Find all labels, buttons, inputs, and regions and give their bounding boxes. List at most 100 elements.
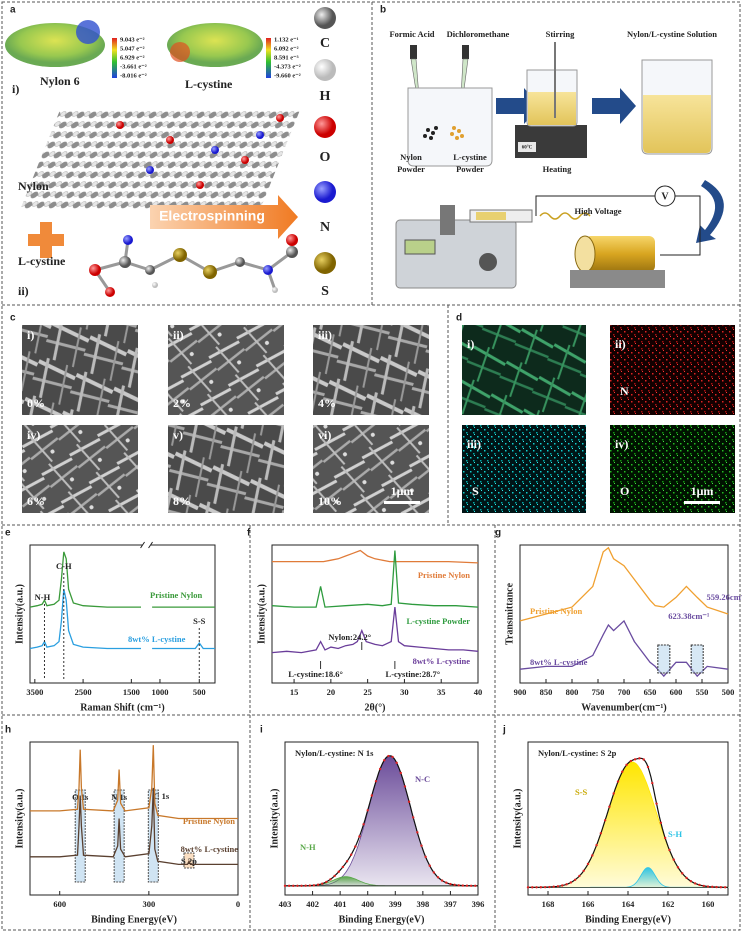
element-label: S — [321, 284, 329, 299]
data-point — [659, 821, 663, 824]
data-point — [539, 886, 543, 889]
step-label: Dichloromethane — [447, 29, 510, 39]
molecule-label: Nylon 6 — [40, 74, 80, 88]
data-point — [283, 884, 287, 888]
annotation: L-cystine:28.7° — [386, 669, 441, 679]
data-point — [453, 883, 456, 887]
series-line — [271, 607, 479, 654]
data-point — [399, 771, 402, 775]
powder-label: Powder — [397, 164, 425, 174]
x-axis-label: Wavenumber(cm⁻¹) — [581, 702, 666, 713]
x-tick-label: 3500 — [26, 687, 43, 697]
data-point — [711, 885, 714, 889]
region-label: C 1s — [153, 791, 170, 801]
x-tick-label: 402 — [306, 899, 319, 909]
data-point — [287, 884, 291, 888]
powder-label: L-cystine — [453, 152, 487, 162]
x-tick-label: 500 — [722, 687, 735, 697]
x-axis-label: 2θ(°) — [365, 702, 386, 713]
scale-bar-label: 1μm — [391, 484, 414, 498]
x-tick-label: 750 — [592, 687, 605, 697]
x-tick-label: 800 — [566, 687, 579, 697]
data-point — [625, 763, 628, 767]
heater-temperature: 60°C — [522, 146, 533, 151]
image-label: i) — [27, 328, 34, 342]
data-point — [407, 800, 411, 803]
data-point — [469, 884, 473, 887]
series-line — [519, 546, 729, 622]
voltage-symbol: V — [661, 191, 669, 202]
data-point — [651, 781, 654, 785]
y-axis-label: Transmittance — [504, 582, 515, 645]
x-tick-label: 166 — [582, 899, 595, 909]
heater — [515, 125, 587, 158]
data-point — [616, 780, 620, 783]
data-point — [629, 759, 633, 763]
region-label: N 1s — [111, 792, 128, 802]
solution — [528, 92, 576, 125]
fitted-peak — [527, 761, 729, 888]
x-tick-label: 600 — [670, 687, 683, 697]
powder — [423, 126, 464, 140]
colorbar — [266, 38, 271, 78]
data-point — [449, 882, 452, 886]
data-point — [715, 885, 718, 889]
data-point — [638, 757, 641, 760]
panel-d: d i) ii) N iii) S iv) O 1μm — [456, 313, 735, 513]
data-point — [378, 767, 382, 771]
image-content: 0% — [27, 396, 45, 410]
wire — [535, 195, 655, 216]
x-tick-label: 500 — [193, 687, 206, 697]
x-tick-label: 650 — [644, 687, 657, 697]
data-point — [296, 884, 299, 888]
pump-clamp — [440, 205, 455, 235]
series-line — [30, 787, 238, 866]
sem-image — [313, 325, 429, 415]
panel-a: a 9.043 e⁻² 5.047 e⁻² 6.929 e⁻² -3.661 e… — [5, 5, 336, 299]
data-point — [403, 785, 407, 788]
data-point — [345, 860, 349, 863]
pump-display — [404, 239, 436, 255]
data-point — [582, 869, 585, 872]
data-point — [586, 862, 590, 866]
data-point — [358, 835, 361, 838]
data-point — [608, 805, 611, 808]
x-tick-label: 401 — [334, 899, 347, 909]
x-tick-label: 35 — [437, 687, 446, 697]
element-label: N — [320, 220, 330, 235]
material-label: Nylon — [18, 179, 49, 193]
data-point — [561, 884, 564, 887]
series-label: Pristine Nylon — [418, 570, 470, 580]
data-point — [569, 881, 573, 884]
data-point — [612, 792, 615, 795]
x-tick-label: 0 — [236, 899, 240, 909]
data-point — [312, 884, 316, 887]
x-tick-label: 1500 — [123, 687, 140, 697]
element-sphere — [314, 116, 336, 138]
curved-arrow — [696, 180, 724, 243]
colorbar — [112, 38, 117, 78]
data-point — [702, 884, 705, 888]
sem-image — [168, 325, 284, 415]
series-label: 8wt% L-cystine — [181, 844, 239, 854]
series-line — [30, 745, 238, 820]
image-content: 4% — [318, 396, 336, 410]
x-tick-label: 162 — [662, 899, 675, 909]
element-label: N — [620, 384, 629, 398]
data-point — [383, 759, 386, 762]
data-point — [395, 761, 398, 764]
series-label: 8wt% L-cystine — [530, 657, 588, 667]
data-point — [387, 754, 390, 758]
data-point — [337, 870, 340, 873]
voltage-label: High Voltage — [575, 206, 622, 216]
element-label: O — [620, 484, 629, 498]
x-tick-label: 168 — [542, 899, 555, 909]
colorbar-label: 9.043 e⁻² — [120, 36, 145, 43]
data-point — [565, 883, 568, 886]
data-point — [535, 886, 538, 889]
data-point — [698, 883, 701, 887]
scale-bar — [384, 501, 420, 504]
data-point — [595, 843, 598, 847]
annotation: S-S — [193, 616, 206, 626]
panel-c: c i) 0% ii) 2% iii) 4% iv) 6% v) 8% vi) … — [10, 313, 429, 513]
